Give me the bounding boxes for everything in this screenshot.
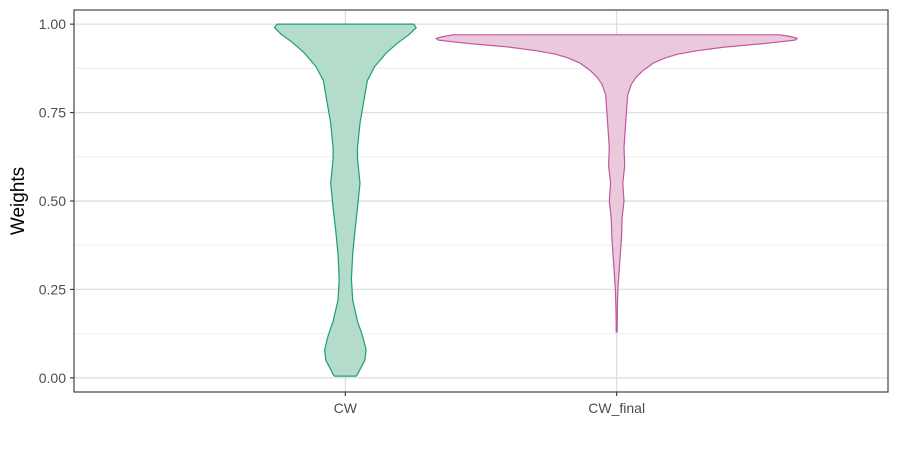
x-tick-label: CW xyxy=(334,400,358,416)
y-tick-label: 1.00 xyxy=(39,16,66,32)
y-tick-label: 0.75 xyxy=(39,105,66,121)
violin-cw xyxy=(273,23,417,377)
y-tick-label: 0.25 xyxy=(39,281,66,297)
y-tick-label: 0.50 xyxy=(39,193,66,209)
y-axis-title: Weights xyxy=(8,167,29,235)
violin-cw-final xyxy=(435,34,798,333)
plot-panel: 0.00 0.25 0.50 0.75 1.00 CW CW_final xyxy=(39,9,889,416)
x-tick-label: CW_final xyxy=(588,400,645,416)
y-tick-label: 0.00 xyxy=(39,370,66,386)
